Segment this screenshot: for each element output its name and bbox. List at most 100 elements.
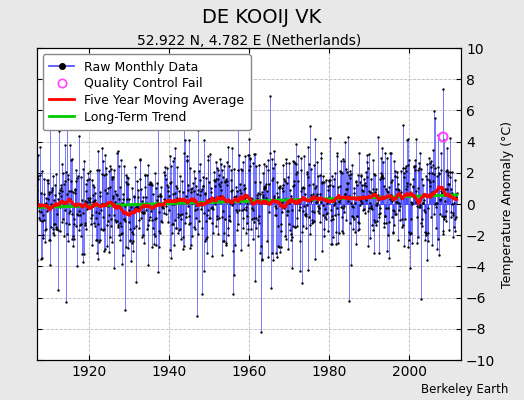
Point	[375, 211, 383, 218]
Point	[451, 176, 459, 183]
Point	[209, 230, 217, 236]
Point	[271, 205, 280, 212]
Point	[432, 225, 440, 231]
Point	[94, 256, 103, 262]
Point	[83, 177, 92, 183]
Point	[220, 230, 228, 237]
Point	[176, 226, 184, 232]
Point	[219, 238, 227, 245]
Point	[233, 209, 241, 216]
Point	[69, 233, 78, 240]
Point	[429, 147, 437, 153]
Point	[62, 220, 71, 227]
Point	[126, 226, 134, 232]
Point	[263, 188, 271, 194]
Point	[343, 169, 351, 175]
Point	[227, 187, 235, 194]
Point	[110, 212, 118, 218]
Point	[296, 204, 304, 211]
Point	[399, 121, 407, 128]
Point	[391, 186, 400, 192]
Point	[200, 191, 209, 198]
Point	[390, 208, 398, 214]
Point	[181, 220, 189, 226]
Point	[133, 203, 141, 209]
Point	[246, 198, 255, 205]
Point	[443, 167, 451, 174]
Point	[444, 172, 453, 178]
Point	[241, 184, 249, 191]
Point	[92, 236, 101, 243]
Point	[49, 230, 57, 236]
Point	[366, 235, 374, 241]
Point	[368, 157, 377, 163]
Point	[172, 183, 180, 190]
Point	[309, 180, 317, 187]
Point	[187, 242, 195, 249]
Point	[402, 185, 410, 192]
Point	[389, 222, 398, 228]
Point	[231, 194, 239, 200]
Point	[315, 190, 324, 197]
Point	[310, 135, 319, 142]
Point	[351, 195, 359, 201]
Point	[444, 169, 452, 175]
Point	[312, 199, 321, 206]
Point	[407, 216, 415, 222]
Point	[35, 215, 43, 221]
Point	[274, 223, 282, 230]
Point	[185, 213, 193, 219]
Point	[149, 224, 158, 231]
Point	[353, 213, 362, 220]
Point	[301, 210, 310, 217]
Point	[383, 154, 391, 161]
Point	[146, 181, 155, 188]
Point	[206, 151, 214, 157]
Point	[53, 226, 61, 232]
Point	[51, 221, 60, 228]
Point	[396, 193, 405, 199]
Point	[327, 217, 335, 223]
Point	[441, 213, 450, 219]
Point	[166, 153, 174, 159]
Point	[323, 210, 332, 216]
Point	[398, 195, 407, 201]
Point	[201, 174, 210, 181]
Point	[213, 216, 222, 222]
Point	[235, 199, 244, 205]
Point	[283, 208, 291, 214]
Point	[294, 178, 302, 184]
Point	[248, 206, 257, 213]
Point	[440, 214, 449, 221]
Point	[443, 186, 451, 192]
Point	[39, 176, 48, 182]
Point	[96, 188, 105, 195]
Point	[433, 200, 441, 207]
Point	[177, 216, 185, 222]
Point	[93, 167, 102, 173]
Point	[264, 157, 272, 164]
Point	[389, 207, 397, 213]
Point	[168, 220, 176, 227]
Point	[193, 186, 202, 193]
Point	[66, 196, 74, 202]
Point	[402, 136, 411, 143]
Point	[345, 192, 354, 199]
Point	[270, 212, 279, 218]
Point	[234, 152, 243, 158]
Point	[363, 174, 371, 180]
Point	[148, 217, 156, 224]
Point	[113, 192, 122, 198]
Point	[340, 203, 348, 209]
Point	[187, 189, 195, 196]
Point	[276, 244, 285, 250]
Point	[86, 221, 95, 227]
Point	[337, 227, 346, 234]
Point	[212, 213, 221, 219]
Point	[43, 196, 52, 202]
Point	[291, 160, 299, 166]
Point	[377, 173, 386, 179]
Point	[268, 175, 277, 181]
Point	[310, 217, 318, 224]
Point	[67, 187, 75, 194]
